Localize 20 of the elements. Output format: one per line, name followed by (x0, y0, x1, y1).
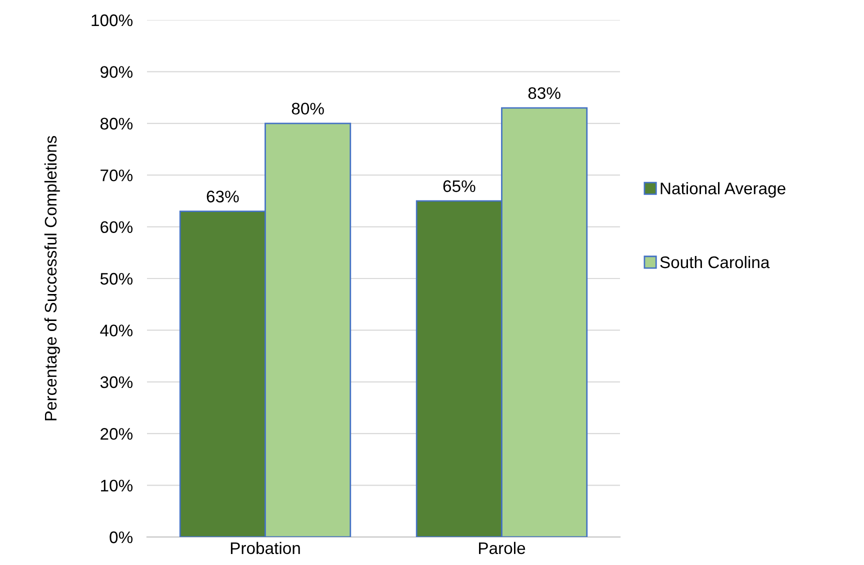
y-tick-label: 60% (100, 221, 133, 234)
legend-label: South Carolina (660, 256, 770, 268)
y-tick-label: 70% (100, 170, 133, 182)
data-label: 63% (206, 190, 239, 202)
y-tick-label: 90% (100, 66, 133, 78)
y-tick-label: 50% (100, 272, 133, 285)
y-tick-label: 30% (100, 376, 133, 388)
data-label: 80% (292, 102, 324, 115)
y-tick-label: 20% (100, 428, 133, 440)
x-tick-label: Probation (230, 542, 300, 554)
y-tick-label: 40% (100, 324, 133, 336)
y-tick-label: 10% (101, 480, 133, 492)
x-tick-label: Parole (479, 542, 526, 554)
y-tick-label: 80% (100, 118, 133, 130)
y-axis-title: Percentage of Successful Completions (44, 136, 60, 420)
y-tick-label: 100% (92, 14, 133, 26)
data-label: 65% (443, 180, 476, 192)
legend-label: National Average (660, 182, 786, 198)
data-label: 83% (528, 87, 560, 100)
y-tick-label: 0% (110, 531, 133, 544)
